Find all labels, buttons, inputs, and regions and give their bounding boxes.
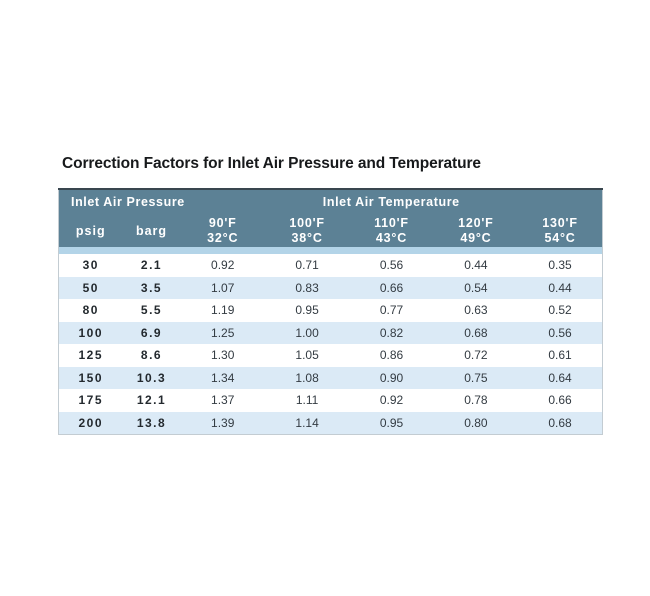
factor-value: 0.68: [518, 411, 603, 435]
factor-value: 1.05: [264, 344, 350, 367]
column-header-barg: barg: [122, 214, 181, 247]
psig-value: 100: [58, 321, 123, 344]
table-row: 125 8.6 1.30 1.05 0.86 0.72 0.61: [58, 344, 603, 367]
factor-value: 1.34: [180, 366, 265, 389]
psig-value: 150: [58, 366, 123, 389]
factor-value: 0.78: [433, 389, 519, 412]
page-title: Correction Factors for Inlet Air Pressur…: [62, 155, 481, 172]
column-header-temp-130f: 130'F 54°C: [518, 214, 603, 247]
fahrenheit-label: 90'F: [208, 215, 237, 230]
celsius-label: 49°C: [460, 230, 492, 245]
factor-value: 0.72: [433, 344, 519, 367]
table-row: 175 12.1 1.37 1.11 0.92 0.78 0.66: [58, 389, 603, 412]
barg-value: 2.1: [122, 254, 181, 277]
factor-value: 1.19: [180, 299, 265, 322]
factor-value: 0.90: [349, 366, 434, 389]
factor-value: 1.37: [180, 389, 265, 412]
barg-value: 5.5: [122, 299, 181, 322]
factor-value: 0.56: [349, 254, 434, 277]
fahrenheit-label: 100'F: [289, 215, 325, 230]
factor-value: 1.39: [180, 411, 265, 435]
psig-value: 30: [58, 254, 123, 277]
factor-value: 0.86: [349, 344, 434, 367]
table-row: 200 13.8 1.39 1.14 0.95 0.80 0.68: [58, 411, 603, 435]
factor-value: 1.08: [264, 366, 350, 389]
table-row: 50 3.5 1.07 0.83 0.66 0.54 0.44: [58, 276, 603, 299]
factor-value: 0.83: [264, 276, 350, 299]
column-header-temp-90f: 90'F 32°C: [180, 214, 265, 247]
factor-value: 1.25: [180, 321, 265, 344]
barg-value: 3.5: [122, 276, 181, 299]
psig-value: 50: [58, 276, 123, 299]
fahrenheit-label: 130'F: [542, 215, 578, 230]
group-header-row: Inlet Air Pressure Inlet Air Temperature: [58, 189, 603, 214]
factor-value: 0.56: [518, 321, 603, 344]
factor-value: 0.66: [518, 389, 603, 412]
factor-value: 0.71: [264, 254, 350, 277]
barg-value: 6.9: [122, 321, 181, 344]
factor-value: 0.77: [349, 299, 434, 322]
factor-value: 1.30: [180, 344, 265, 367]
header-separator-strip: [58, 247, 603, 254]
factor-value: 0.95: [264, 299, 350, 322]
barg-value: 13.8: [122, 411, 181, 435]
correction-factors-table: Inlet Air Pressure Inlet Air Temperature…: [58, 188, 603, 435]
column-header-temp-120f: 120'F 49°C: [433, 214, 519, 247]
factor-value: 0.92: [349, 389, 434, 412]
factor-value: 1.00: [264, 321, 350, 344]
celsius-label: 54°C: [544, 230, 576, 245]
celsius-label: 32°C: [207, 230, 239, 245]
factor-value: 0.54: [433, 276, 519, 299]
factor-value: 0.92: [180, 254, 265, 277]
factor-value: 1.14: [264, 411, 350, 435]
celsius-label: 38°C: [291, 230, 323, 245]
psig-value: 125: [58, 344, 123, 367]
factor-value: 0.44: [433, 254, 519, 277]
factor-value: 0.80: [433, 411, 519, 435]
factor-value: 0.82: [349, 321, 434, 344]
factor-value: 0.68: [433, 321, 519, 344]
factor-value: 0.75: [433, 366, 519, 389]
column-header-temp-110f: 110'F 43°C: [349, 214, 434, 247]
factor-value: 1.11: [264, 389, 350, 412]
factor-value: 0.61: [518, 344, 603, 367]
factor-value: 0.95: [349, 411, 434, 435]
barg-value: 8.6: [122, 344, 181, 367]
factor-value: 0.63: [433, 299, 519, 322]
table-row: 80 5.5 1.19 0.95 0.77 0.63 0.52: [58, 299, 603, 322]
subheader-row: psig barg 90'F 32°C 100'F 38°C 110'F 43°…: [58, 214, 603, 247]
barg-value: 10.3: [122, 366, 181, 389]
psig-value: 200: [58, 411, 123, 435]
celsius-label: 43°C: [375, 230, 408, 245]
fahrenheit-label: 110'F: [374, 215, 409, 230]
table-row: 30 2.1 0.92 0.71 0.56 0.44 0.35: [58, 254, 603, 277]
factor-value: 1.07: [180, 276, 265, 299]
group-header-inlet-air-temperature: Inlet Air Temperature: [180, 189, 603, 214]
factor-value: 0.44: [518, 276, 603, 299]
table-row: 100 6.9 1.25 1.00 0.82 0.68 0.56: [58, 321, 603, 344]
column-header-psig: psig: [58, 214, 123, 247]
separator-strip-band: [58, 247, 603, 254]
fahrenheit-label: 120'F: [458, 215, 494, 230]
table-body: 30 2.1 0.92 0.71 0.56 0.44 0.35 50 3.5 1…: [58, 254, 603, 435]
table-row: 150 10.3 1.34 1.08 0.90 0.75 0.64: [58, 366, 603, 389]
psig-value: 80: [58, 299, 123, 322]
table-header: Inlet Air Pressure Inlet Air Temperature…: [58, 189, 603, 254]
barg-value: 12.1: [122, 389, 181, 412]
factor-value: 0.66: [349, 276, 434, 299]
psig-value: 175: [58, 389, 123, 412]
column-header-temp-100f: 100'F 38°C: [264, 214, 350, 247]
factor-value: 0.35: [518, 254, 603, 277]
factor-value: 0.52: [518, 299, 603, 322]
factor-value: 0.64: [518, 366, 603, 389]
group-header-inlet-air-pressure: Inlet Air Pressure: [58, 189, 184, 214]
